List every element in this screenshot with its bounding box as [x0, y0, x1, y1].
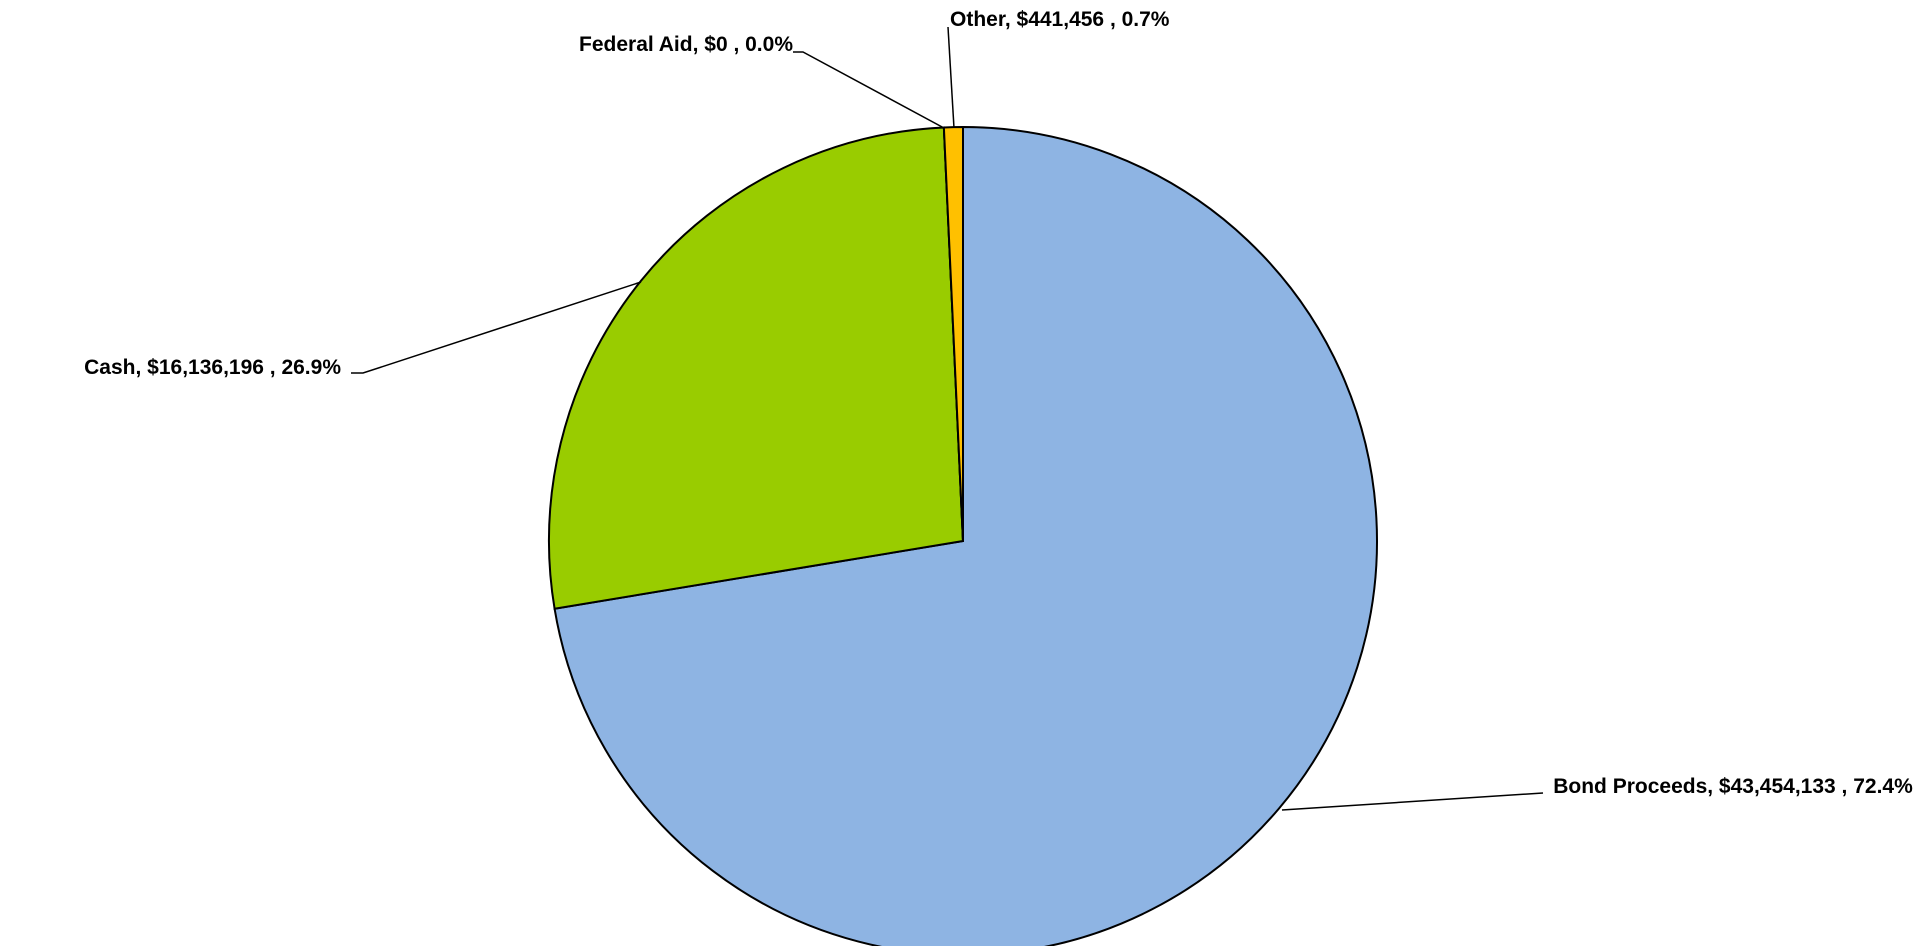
leader-line — [947, 26, 955, 129]
data-label: Cash, $16,136,196 , 26.9% — [84, 356, 341, 379]
leader-line — [1281, 792, 1544, 811]
slice — [553, 125, 1378, 946]
slice — [548, 126, 965, 610]
leader-line — [351, 281, 642, 374]
data-label: Bond Proceeds, $43,454,133 , 72.4% — [1553, 775, 1913, 798]
leader-line — [793, 51, 945, 129]
data-label: Other, $441,456 , 0.7% — [950, 8, 1170, 31]
data-label: Federal Aid, $0 , 0.0% — [579, 33, 793, 56]
